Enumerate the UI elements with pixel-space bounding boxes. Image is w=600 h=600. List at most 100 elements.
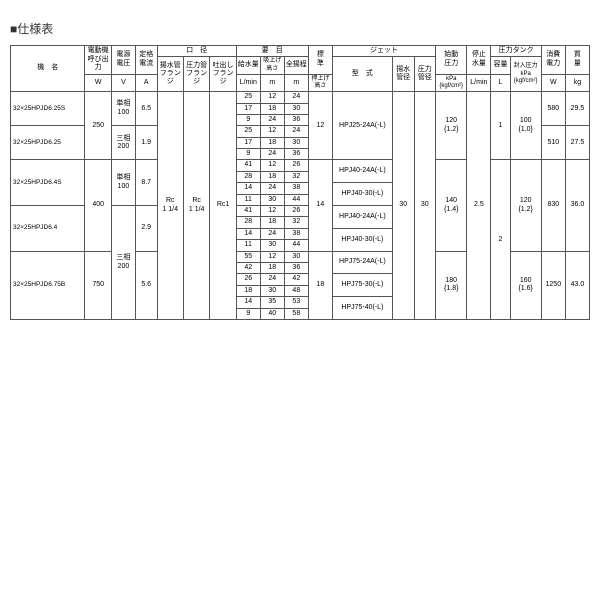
cur-1: 1.9 <box>135 126 157 160</box>
u-kg: kg <box>565 74 589 91</box>
c: 30 <box>260 194 284 205</box>
u-w2: W <box>541 74 565 91</box>
c: 44 <box>284 240 308 251</box>
jet-c0: HPJ75-24A(-L) <box>332 251 392 274</box>
c: 30 <box>284 137 308 148</box>
c: 30 <box>284 103 308 114</box>
std12: 12 <box>308 92 332 160</box>
jet-b1: HPJ40-30(-L) <box>332 183 392 206</box>
h-j3: 圧力 管径 <box>414 57 436 92</box>
c: 30 <box>260 285 284 296</box>
c: 24 <box>260 274 284 285</box>
c: 26 <box>284 160 308 171</box>
c: 32 <box>284 217 308 228</box>
sw25: 2.5 <box>467 92 491 320</box>
cap1: 1 <box>491 92 510 160</box>
c: 18 <box>260 263 284 274</box>
c: 30 <box>260 240 284 251</box>
cur-3: 2.9 <box>135 206 157 252</box>
jet-a: HPJ25-24A(-L) <box>332 92 392 160</box>
h-tank: 圧力タンク <box>491 46 541 57</box>
c: 11 <box>236 240 260 251</box>
jet-b2: HPJ40-24A(-L) <box>332 206 392 229</box>
c: 25 <box>236 126 260 137</box>
c: 36 <box>284 114 308 125</box>
h-startp: 始動 圧力 <box>436 46 467 75</box>
c: 30 <box>284 251 308 262</box>
c: 18 <box>260 103 284 114</box>
c: 24 <box>260 114 284 125</box>
u-a: A <box>135 74 157 91</box>
pw2: 830 <box>541 160 565 251</box>
c: 26 <box>284 206 308 217</box>
c: 12 <box>260 92 284 103</box>
model-3: 32×25HPJD6.4 <box>11 206 85 252</box>
sp120: 120 {1.2} <box>436 92 467 160</box>
c: 12 <box>260 251 284 262</box>
c: 9 <box>236 114 260 125</box>
c: 58 <box>284 308 308 319</box>
motor-750: 750 <box>85 251 111 319</box>
h-b3: 吐出し フランジ <box>210 57 236 92</box>
h-mass: 質 量 <box>565 46 589 75</box>
c: 12 <box>260 160 284 171</box>
c: 24 <box>284 126 308 137</box>
pw3: 1250 <box>541 251 565 319</box>
page-title: ■仕様表 <box>10 20 590 37</box>
c: 42 <box>236 263 260 274</box>
c: 26 <box>236 274 260 285</box>
h-bore: 口 径 <box>157 46 236 57</box>
h-motor: 電動機 呼び出力 <box>85 46 111 75</box>
model-4: 32×25HPJD6.75B <box>11 251 85 319</box>
u-l: L <box>491 74 510 91</box>
c: 14 <box>236 183 260 194</box>
h-s2: 吸上げ高さ <box>260 57 284 74</box>
motor-400: 400 <box>85 160 111 251</box>
h-cap: 容量 <box>491 57 510 74</box>
c: 38 <box>284 183 308 194</box>
sp180: 180 {1.8} <box>436 251 467 319</box>
h-model: 機 名 <box>11 46 85 92</box>
c: 28 <box>236 171 260 182</box>
c: 24 <box>260 149 284 160</box>
c: 41 <box>236 206 260 217</box>
model-0: 32×25HPJD6.25S <box>11 92 85 126</box>
u-lmin1: L/min <box>236 74 260 91</box>
h-b1: 揚水管 フランジ <box>157 57 183 92</box>
c: 42 <box>284 274 308 285</box>
std18: 18 <box>308 251 332 319</box>
c: 24 <box>260 183 284 194</box>
rc3: Rc1 <box>210 92 236 320</box>
jp1: 30 <box>392 92 414 320</box>
h-b2: 圧力管 フランジ <box>183 57 209 92</box>
ms1: 27.5 <box>565 126 589 160</box>
c: 17 <box>236 103 260 114</box>
jet-b0: HPJ40-24A(-L) <box>332 160 392 183</box>
c: 11 <box>236 194 260 205</box>
c: 14 <box>236 297 260 308</box>
jp2: 30 <box>414 92 436 320</box>
jet-c2: HPJ75-40(-L) <box>332 297 392 320</box>
h-stopw: 停止 水量 <box>467 46 491 75</box>
c: 18 <box>260 217 284 228</box>
c: 55 <box>236 251 260 262</box>
spec-table: 機 名 電動機 呼び出力 電源 電圧 定格 電流 口 径 要 目 標 準 ジェッ… <box>10 45 590 320</box>
tp160: 160 {1.6} <box>510 251 541 319</box>
jet-c1: HPJ75-30(-L) <box>332 274 392 297</box>
c: 25 <box>236 92 260 103</box>
pw0: 580 <box>541 92 565 126</box>
cur-0: 6.5 <box>135 92 157 126</box>
h-jet: ジェット <box>332 46 435 57</box>
pw1: 510 <box>541 126 565 160</box>
c: 28 <box>236 217 260 228</box>
c: 12 <box>260 126 284 137</box>
ms0: 29.5 <box>565 92 589 126</box>
c: 38 <box>284 228 308 239</box>
h-s1: 給水量 <box>236 57 260 74</box>
tp100: 100 {1.0} <box>510 92 541 160</box>
std14: 14 <box>308 160 332 251</box>
jet-b3: HPJ40-30(-L) <box>332 228 392 251</box>
rc1: Rc 1 1/4 <box>157 92 183 320</box>
c: 53 <box>284 297 308 308</box>
h-j1: 型 式 <box>332 57 392 92</box>
